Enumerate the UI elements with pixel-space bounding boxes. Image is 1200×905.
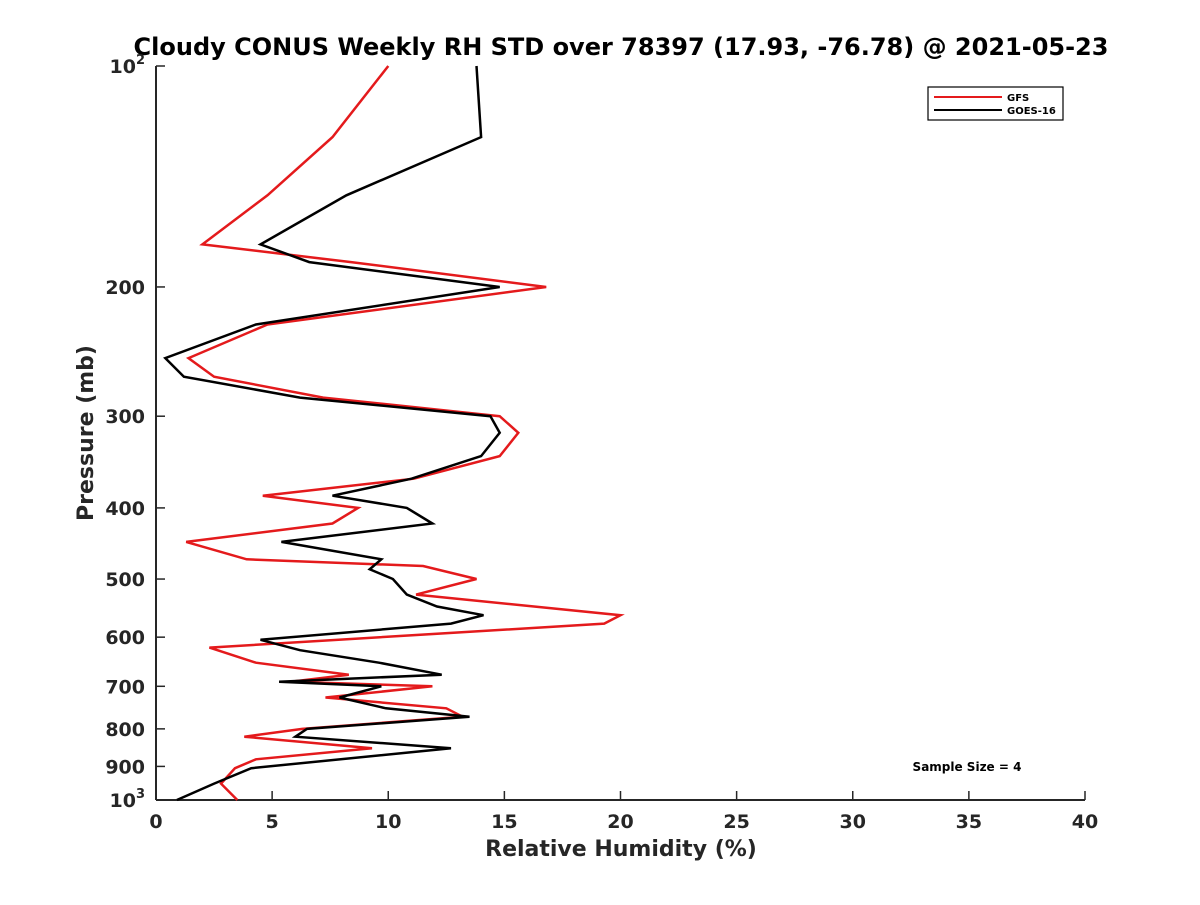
- y-tick-label: 900: [105, 756, 145, 778]
- x-axis-label: Relative Humidity (%): [485, 837, 757, 862]
- legend-label-gfs: GFS: [1007, 93, 1029, 104]
- y-tick-label: 600: [105, 627, 145, 649]
- x-tick-label: 20: [607, 811, 633, 833]
- y-tick-label: 102: [110, 53, 146, 78]
- y-tick-label-base: 10: [110, 790, 136, 812]
- series-line-goes-16: [163, 65, 502, 802]
- plot-area: [156, 66, 1085, 800]
- y-tick-label: 800: [105, 719, 145, 741]
- x-tick-label: 30: [840, 811, 866, 833]
- y-tick-label: 300: [105, 406, 145, 428]
- x-tick-label: 10: [375, 811, 401, 833]
- x-tick-label: 40: [1072, 811, 1098, 833]
- series-layer: [163, 65, 625, 802]
- y-tick-label: 200: [105, 277, 145, 299]
- y-tick-label: 103: [110, 787, 146, 812]
- y-tick-label: 400: [105, 498, 145, 520]
- legend: GFS GOES-16: [927, 86, 1064, 121]
- x-tick-label: 5: [266, 811, 279, 833]
- y-tick-label-exponent: 3: [136, 787, 145, 802]
- legend-label-goes-16: GOES-16: [1007, 106, 1056, 117]
- y-tick-label: 700: [105, 676, 145, 698]
- x-tick-label: 0: [149, 811, 162, 833]
- x-tick-label: 15: [491, 811, 517, 833]
- y-axis-label: Pressure (mb): [74, 345, 99, 521]
- x-tick-label: 35: [956, 811, 982, 833]
- chart-title: Cloudy CONUS Weekly RH STD over 78397 (1…: [134, 33, 1109, 61]
- sample-size-annotation: Sample Size = 4: [913, 760, 1022, 774]
- y-tick-label-base: 10: [110, 56, 136, 78]
- x-tick-label: 25: [723, 811, 749, 833]
- axes: 0 5 10 15 20 25 30 35 40102200300400500600700800…: [105, 53, 1098, 833]
- y-tick-label: 500: [105, 569, 145, 591]
- y-tick-label-exponent: 2: [136, 53, 145, 68]
- legend-box: [927, 86, 1064, 121]
